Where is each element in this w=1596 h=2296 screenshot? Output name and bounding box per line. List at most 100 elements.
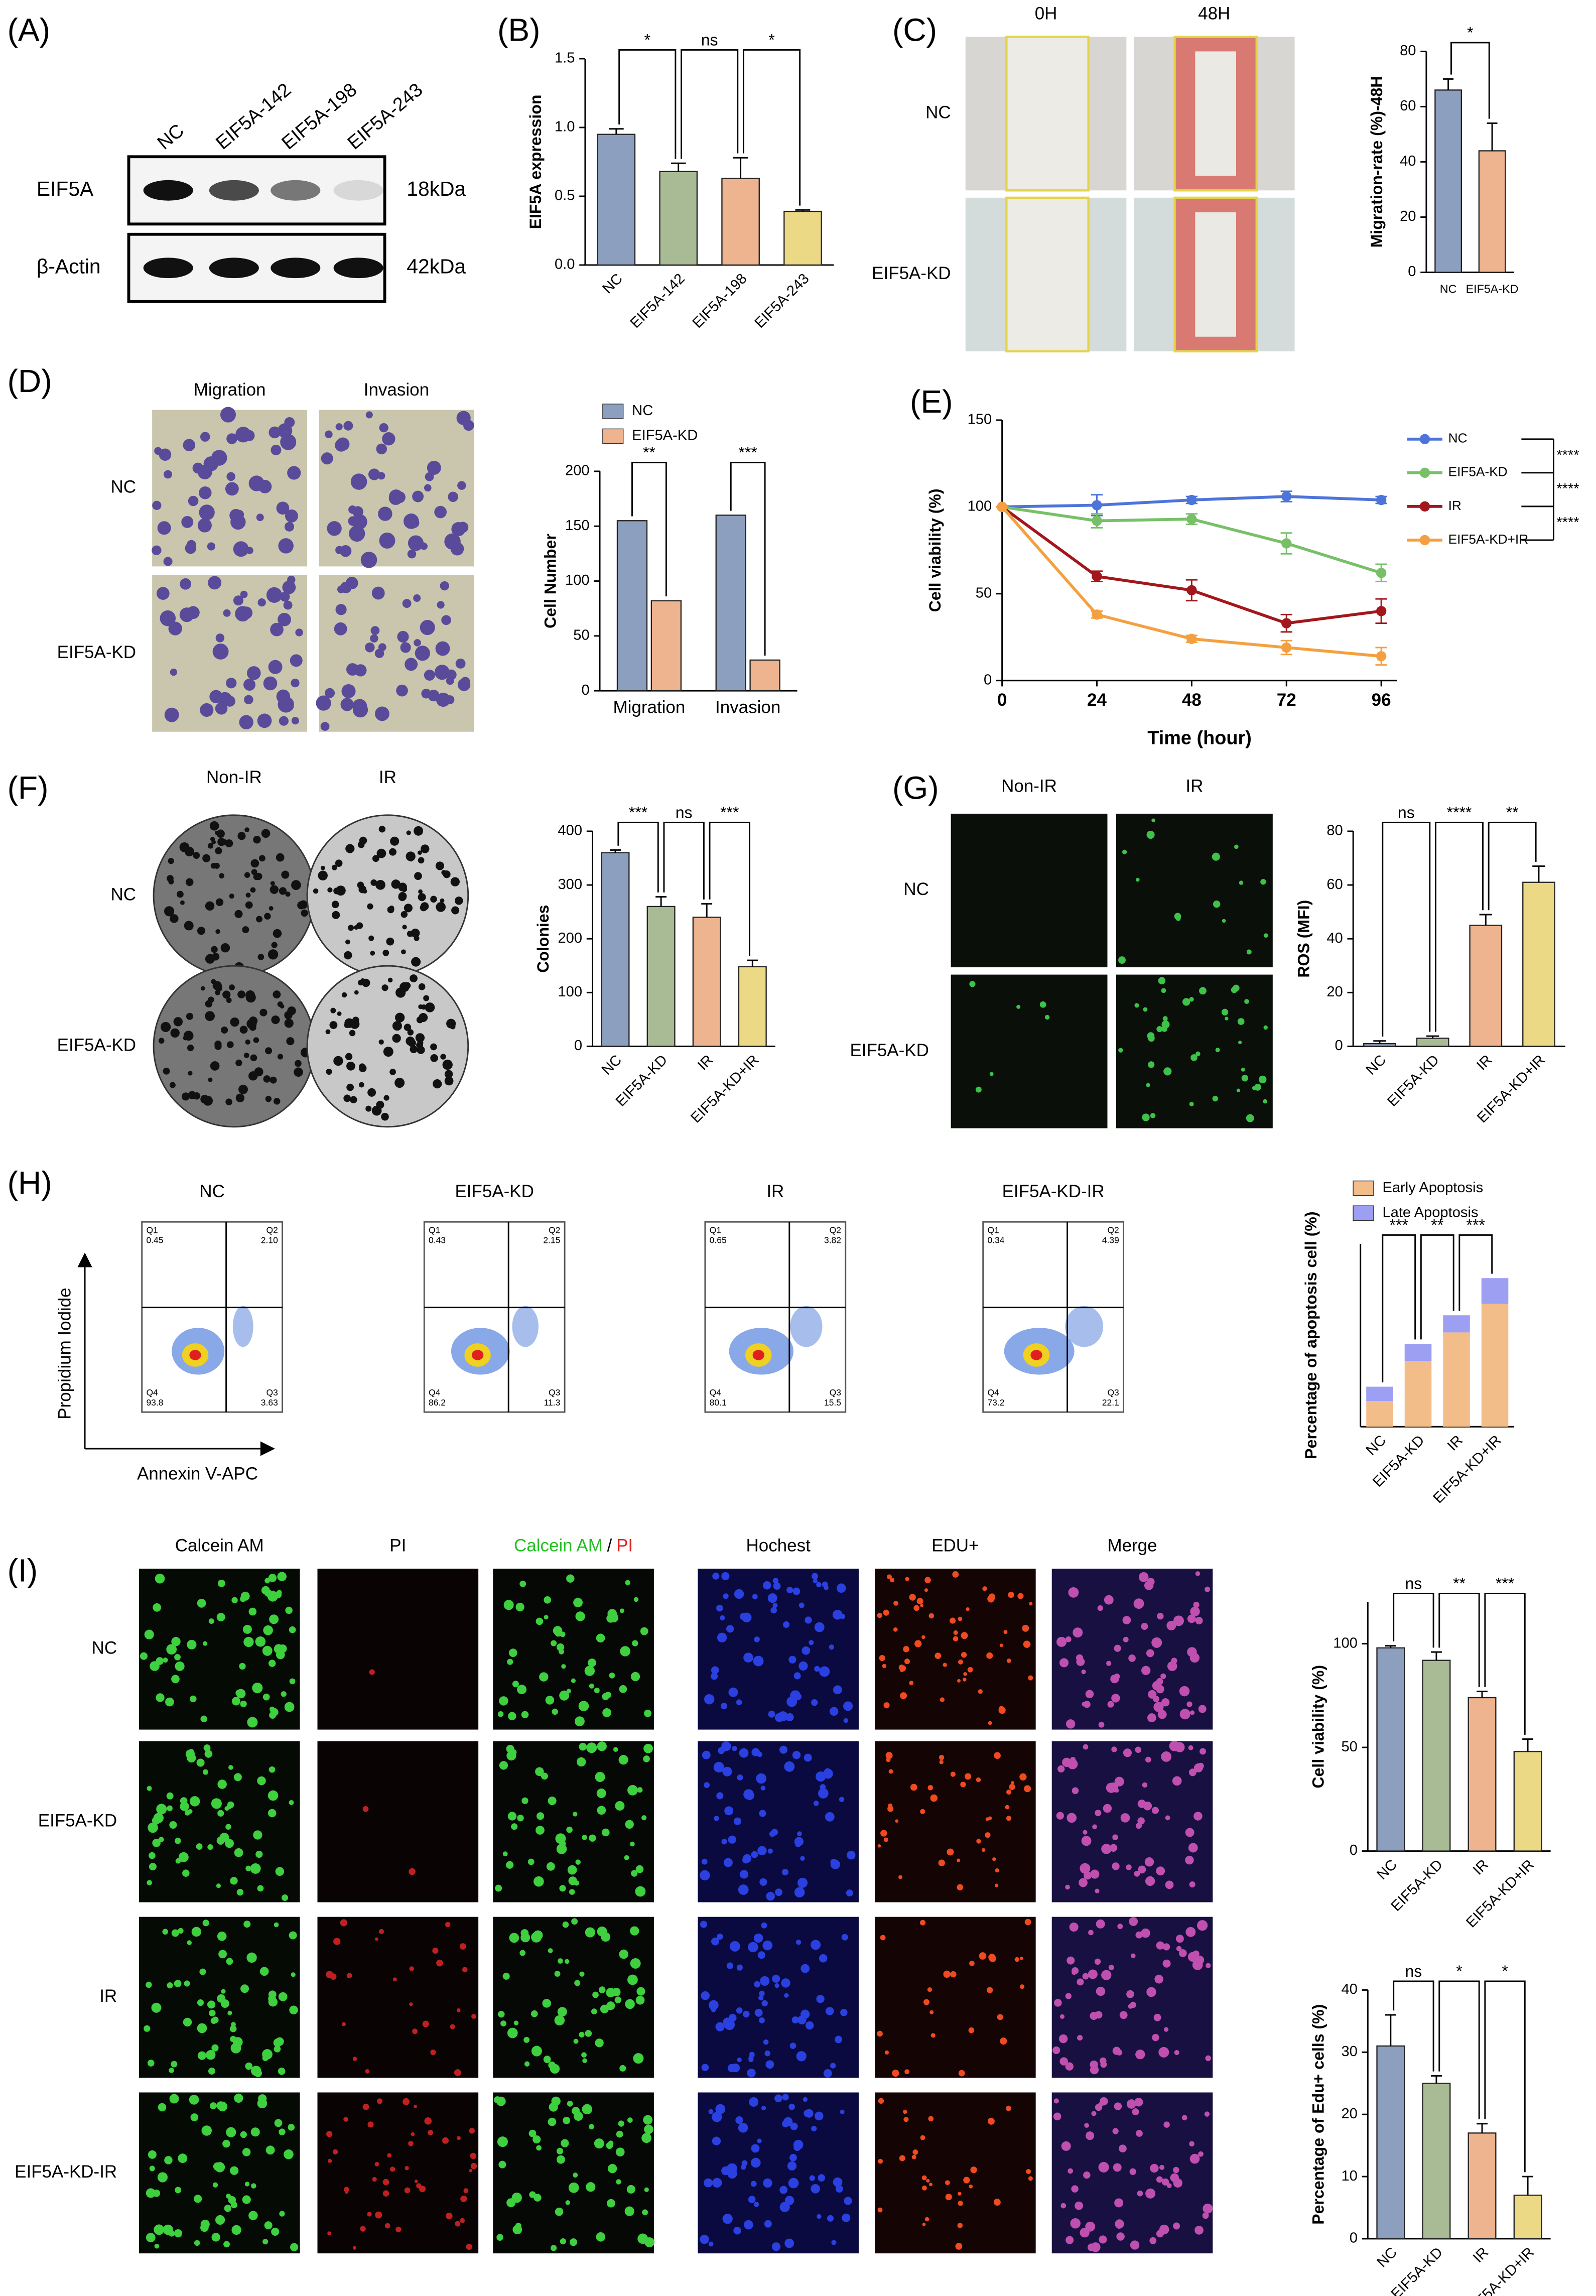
image-cell (191, 1927, 202, 1937)
image-cell (556, 2147, 564, 2154)
significance-label: **** (1447, 803, 1472, 821)
colony (250, 1054, 257, 1062)
image-cell (957, 1884, 964, 1891)
image-cell (325, 430, 333, 439)
colony (186, 1012, 194, 1020)
colony (378, 826, 386, 833)
image-cell (409, 1868, 416, 1875)
bar (650, 600, 682, 692)
image-cell (207, 542, 215, 551)
image-cell (774, 2094, 782, 2103)
image-cell (805, 2109, 814, 2118)
flow-density (471, 1350, 484, 1360)
image-cell (761, 2105, 766, 2111)
image-cell (1006, 1816, 1012, 1821)
image-cell (282, 1894, 289, 1901)
image-cell (395, 2226, 402, 2233)
image-cell (1135, 877, 1140, 882)
image-cell (197, 465, 212, 479)
image-cell (1128, 1654, 1136, 1662)
image (1051, 1741, 1213, 1902)
panel-label: (D) (8, 363, 52, 399)
image-cell (750, 2181, 757, 2187)
image-cell (877, 2207, 883, 2213)
image-cell (758, 1995, 764, 2001)
image-cell (451, 522, 466, 537)
image-cell (784, 2196, 794, 2205)
colony (395, 1012, 405, 1023)
row-label: NC (903, 879, 929, 899)
image-cell (149, 2165, 155, 2172)
image-cell (279, 2128, 286, 2135)
image-cell (1120, 1813, 1130, 1823)
image-cell (825, 1812, 835, 1822)
y-axis-label: EIF5A expression (526, 95, 545, 229)
image-cell (586, 2182, 596, 2192)
image-cell (365, 411, 373, 419)
image-cell (976, 1777, 981, 1782)
image-cell (371, 586, 385, 600)
image-cell (202, 1920, 209, 1927)
image-cell (795, 1939, 802, 1945)
image-cell (350, 473, 367, 490)
colony (382, 949, 389, 956)
image-cell (332, 2149, 338, 2155)
image-cell (963, 1672, 967, 1676)
image-cell (234, 509, 244, 520)
image (951, 974, 1108, 1128)
image-cell (1081, 1836, 1092, 1846)
image-cell (615, 1801, 625, 1811)
y-tick-label: 0.5 (555, 188, 575, 204)
quadrant-name: Q4 (987, 1387, 999, 1397)
image-cell (618, 2120, 624, 2127)
image-cell (348, 516, 358, 526)
flow-density (752, 1350, 764, 1360)
significance-bracket (1382, 1234, 1416, 1382)
image-cell (1088, 1930, 1094, 1936)
flow-title: NC (199, 1182, 225, 1201)
image-cell (209, 2009, 216, 2017)
image-cell (208, 2067, 215, 2075)
flow-density (1030, 1350, 1042, 1360)
image-cell (1143, 1007, 1148, 1012)
image-cell (771, 2242, 781, 2251)
image-cell (788, 1655, 796, 1664)
image-cell (1101, 1970, 1112, 1980)
image-cell (1059, 2057, 1068, 2066)
image-cell (764, 2220, 772, 2228)
image-cell (568, 2182, 579, 2193)
image-cell (551, 2096, 561, 2106)
bar (749, 659, 780, 692)
bar (1376, 1647, 1405, 1852)
image-cell (748, 2196, 756, 2204)
image-cell (1165, 1880, 1174, 1889)
image-cell (969, 2184, 973, 2189)
quadrant-name: Q4 (429, 1387, 441, 1397)
colony (299, 900, 308, 909)
image-cell (382, 2190, 389, 2197)
image-cell (287, 466, 301, 480)
image-cell (923, 1999, 930, 2005)
legend-swatch (602, 404, 624, 419)
image-cell (352, 506, 363, 518)
colony (265, 1047, 273, 1055)
image-cell (767, 1848, 773, 1854)
image-cell (217, 1994, 226, 2003)
colony (402, 925, 407, 930)
image-cell (226, 1958, 233, 1965)
image-cell (171, 2061, 178, 2068)
image-cell (1103, 1804, 1112, 1813)
image-cell (1149, 2237, 1157, 2244)
colony (205, 1011, 215, 1022)
image-cell (1156, 1866, 1165, 1876)
panel-label: (H) (8, 1165, 52, 1201)
image-cell (289, 1678, 296, 1685)
image-cell (263, 1625, 273, 1635)
bar-segment (1481, 1304, 1509, 1427)
image-cell (624, 1855, 629, 1860)
image-cell (190, 1695, 197, 1703)
image-cell (546, 1862, 555, 1871)
image-cell (268, 1660, 276, 1667)
image-cell (1116, 2049, 1123, 2056)
y-tick-label: 400 (558, 823, 582, 839)
